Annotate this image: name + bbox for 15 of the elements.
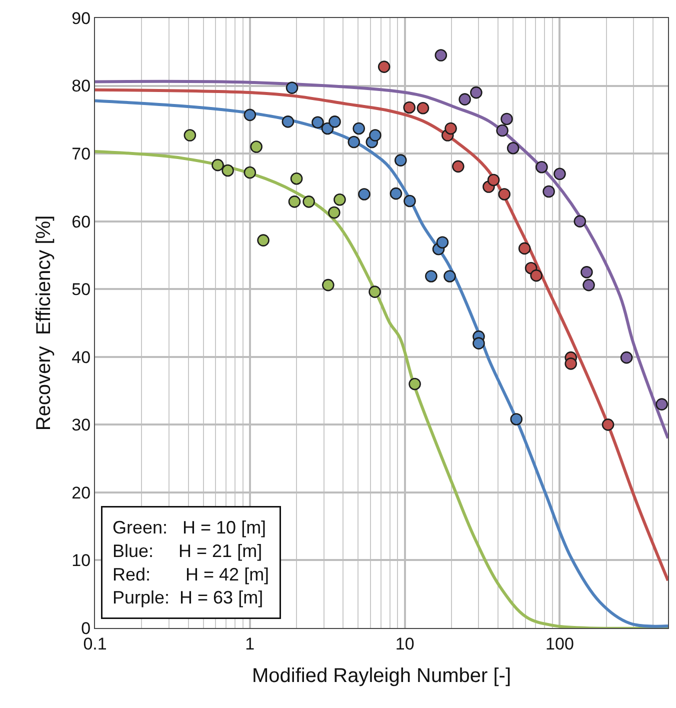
y-tick-label: 60 [72,212,91,232]
x-tick-label: 100 [546,634,574,654]
annotation: Green: H = 10 [m] Blue: H = 21 [m] Red: H = 42 [m] Purple: H = 63 [m] [112,518,270,608]
x-axis-title: Modified Rayleigh Number [-] [252,664,511,687]
y-tick-label: 70 [72,144,91,164]
y-axis-title: Recovery Efficiency [%] [33,215,56,431]
y-tick-label: 20 [72,483,91,502]
y-tick-label: 30 [72,416,91,435]
y-tick-label: 50 [72,280,91,300]
y-tick-label: 80 [72,76,91,96]
x-tick-label: 10 [395,634,414,654]
y-tick-label: 40 [72,348,91,367]
x-tick-label: 1 [245,634,255,654]
y-tick-label: 90 [72,8,91,28]
y-tick-label: 10 [72,551,91,570]
